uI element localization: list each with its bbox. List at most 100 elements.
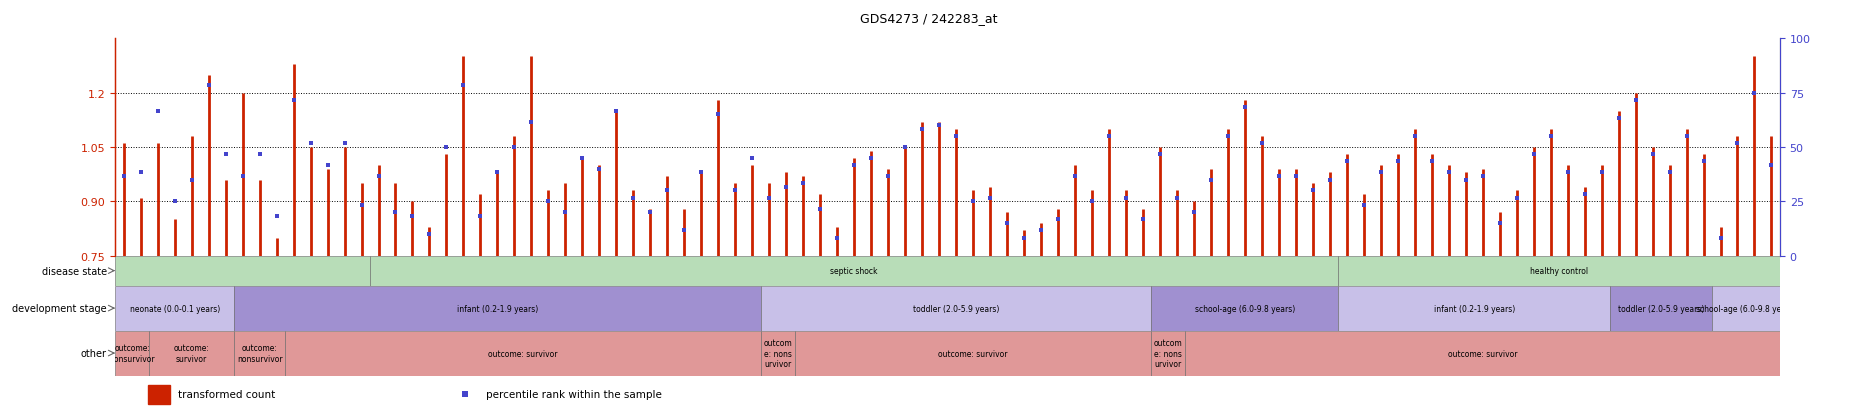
Point xyxy=(1755,162,1785,169)
Point xyxy=(787,180,817,187)
Point xyxy=(414,231,444,237)
Bar xyxy=(149,331,234,376)
Text: outcom
e: nons
urvivоr: outcom e: nons urvivоr xyxy=(763,338,791,368)
Point xyxy=(448,83,477,90)
Point xyxy=(585,166,615,173)
Bar xyxy=(234,331,284,376)
Point xyxy=(1398,133,1428,140)
Point xyxy=(533,199,563,205)
Bar xyxy=(760,286,1151,331)
Point xyxy=(1263,173,1292,180)
Text: neonate (0.0-0.1 years): neonate (0.0-0.1 years) xyxy=(130,304,219,313)
Bar xyxy=(1151,331,1185,376)
Bar xyxy=(1337,256,1779,286)
Point xyxy=(1196,177,1226,183)
Point xyxy=(1179,209,1209,216)
Point xyxy=(1619,97,1649,104)
Text: outcom
e: nons
urvivоr: outcom e: nons urvivоr xyxy=(1153,338,1183,368)
Text: GDS4273 / 242283_at: GDS4273 / 242283_at xyxy=(860,12,997,25)
Point xyxy=(210,152,240,158)
Point xyxy=(466,213,496,220)
Point xyxy=(1246,141,1276,147)
Point xyxy=(754,195,784,202)
Point xyxy=(397,213,427,220)
Text: outcome: survivor: outcome: survivor xyxy=(488,349,557,358)
Point xyxy=(483,170,513,176)
Point xyxy=(1348,202,1378,209)
Point xyxy=(737,155,767,162)
Point xyxy=(245,152,275,158)
Point xyxy=(1467,173,1497,180)
Point xyxy=(364,173,394,180)
Point xyxy=(958,199,988,205)
Point xyxy=(143,108,173,115)
Bar xyxy=(1151,286,1337,331)
Text: school-age (6.0-9.8 years): school-age (6.0-9.8 years) xyxy=(1695,304,1796,313)
Point xyxy=(228,173,258,180)
Point xyxy=(1738,90,1768,97)
Point xyxy=(1603,115,1632,122)
Point xyxy=(1315,177,1344,183)
Point xyxy=(1279,173,1309,180)
Point xyxy=(975,195,1005,202)
Point xyxy=(312,162,342,169)
Point xyxy=(126,170,156,176)
Bar xyxy=(1710,286,1779,331)
Text: infant (0.2-1.9 years): infant (0.2-1.9 years) xyxy=(1434,304,1513,313)
Point xyxy=(1671,133,1701,140)
Point xyxy=(1127,216,1157,223)
Point xyxy=(856,155,886,162)
Point xyxy=(1077,199,1107,205)
Text: transformed count: transformed count xyxy=(178,389,275,399)
Point xyxy=(1552,170,1582,176)
Text: infant (0.2-1.9 years): infant (0.2-1.9 years) xyxy=(457,304,539,313)
Text: disease state: disease state xyxy=(41,266,106,276)
Bar xyxy=(1610,286,1710,331)
Point xyxy=(941,133,971,140)
Point xyxy=(329,141,358,147)
Bar xyxy=(1185,331,1779,376)
Bar xyxy=(234,286,760,331)
Text: outcome:
survivor: outcome: survivor xyxy=(173,344,210,363)
Point xyxy=(1484,220,1513,227)
Point xyxy=(566,155,596,162)
Bar xyxy=(115,286,234,331)
Point xyxy=(160,199,189,205)
Point xyxy=(1721,141,1751,147)
Point xyxy=(1536,133,1565,140)
Bar xyxy=(795,331,1151,376)
Text: toddler (2.0-5.9 years): toddler (2.0-5.9 years) xyxy=(1617,304,1703,313)
Point xyxy=(1500,195,1530,202)
Point xyxy=(1450,177,1480,183)
Point xyxy=(1688,159,1718,165)
Point xyxy=(669,228,698,234)
Point xyxy=(176,177,206,183)
Point xyxy=(193,83,223,90)
Point xyxy=(381,209,410,216)
Point xyxy=(771,184,800,191)
Point xyxy=(890,144,919,151)
Point xyxy=(279,97,308,104)
Point xyxy=(704,112,734,119)
Bar xyxy=(370,256,1337,286)
Point xyxy=(262,213,292,220)
Point xyxy=(685,170,715,176)
Bar xyxy=(115,256,370,286)
Bar xyxy=(760,331,795,376)
Point xyxy=(1144,152,1174,158)
Point xyxy=(618,195,648,202)
Point xyxy=(1636,152,1666,158)
Point xyxy=(295,141,325,147)
Point xyxy=(550,209,579,216)
Point xyxy=(1586,170,1616,176)
Bar xyxy=(284,331,760,376)
Point xyxy=(516,119,546,126)
Point xyxy=(1382,159,1411,165)
Point xyxy=(1569,191,1599,198)
Point xyxy=(1025,228,1055,234)
Point xyxy=(1161,195,1190,202)
Text: percentile rank within the sample: percentile rank within the sample xyxy=(487,389,661,399)
Point xyxy=(992,220,1021,227)
Point xyxy=(1655,170,1684,176)
Point xyxy=(906,126,936,133)
